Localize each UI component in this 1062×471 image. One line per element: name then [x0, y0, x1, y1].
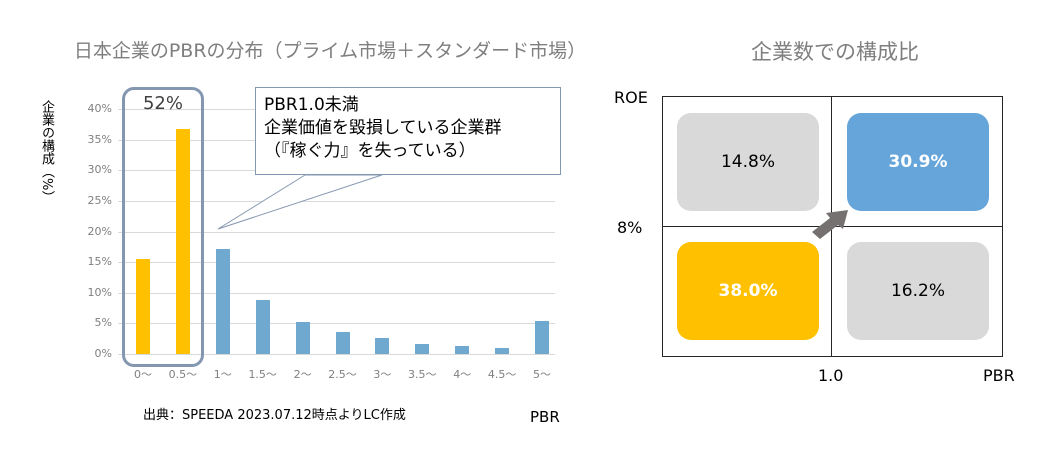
y-tick-label: 35% — [87, 132, 112, 146]
x-tick-label: 5〜 — [533, 368, 551, 381]
bar — [335, 331, 350, 354]
quadrant-top-right: 30.9% — [847, 113, 989, 211]
quadrant-bottom-right: 16.2% — [847, 242, 989, 340]
left-chart-title: 日本企業のPBRの分布（プライム市場＋スタンダード市場） — [73, 40, 587, 62]
x-tick-label: 2.5〜 — [328, 368, 357, 381]
y-tick-label: 10% — [87, 285, 112, 299]
x-tick-label: 0〜 — [134, 368, 152, 381]
bar — [535, 320, 549, 354]
gridline — [118, 200, 555, 202]
y-tick-label: 20% — [87, 224, 112, 238]
bar — [175, 129, 190, 354]
bar — [455, 346, 470, 354]
gridline — [118, 231, 555, 233]
pbr-axis-label: PBR — [983, 366, 1015, 385]
x-tick-label: 3〜 — [373, 368, 392, 381]
bar — [255, 300, 270, 354]
y-tick-label: 30% — [87, 163, 112, 177]
highlight-box — [122, 87, 204, 367]
callout-line-2: 企業価値を毀損している企業群 — [264, 118, 502, 138]
quadrant-top-left: 14.8% — [677, 113, 819, 211]
x-tick-label: 0.5〜 — [168, 368, 198, 381]
x-tick-label: 3.5〜 — [408, 368, 437, 381]
roe-axis-label: ROE — [614, 88, 648, 107]
gridline — [118, 292, 555, 294]
highlight-label: 52% — [142, 93, 183, 114]
x-tick-label: 4.5〜 — [487, 368, 517, 381]
y-axis-label: 企業の構成（%） — [39, 100, 54, 204]
quadrant-bottom-left: 38.0% — [677, 242, 819, 340]
bar — [136, 259, 150, 354]
bar — [295, 322, 310, 354]
x-tick-label: 2〜 — [293, 368, 312, 381]
callout-line-1: PBR1.0未満 — [264, 95, 359, 115]
bar — [215, 249, 230, 354]
improvement-arrow-icon — [812, 210, 848, 239]
y-tick-label: 25% — [87, 193, 112, 207]
source-note: 出典：SPEEDA 2023.07.12時点よりLC作成 — [143, 408, 406, 423]
roe-threshold-label: 8% — [617, 218, 643, 237]
gridline — [118, 354, 555, 355]
x-axis-label: PBR — [530, 408, 560, 426]
y-tick-label: 5% — [94, 316, 112, 330]
gridline — [118, 323, 555, 325]
bar — [415, 344, 430, 354]
bar — [375, 338, 390, 354]
callout-line-3: （『稼ぐ力』を失っている） — [264, 141, 476, 161]
x-tick-label: 4〜 — [453, 368, 472, 381]
callout-pointer — [217, 174, 383, 230]
callout-box: PBR1.0未満 企業価値を毀損している企業群 （『稼ぐ力』を失っている） — [255, 87, 561, 175]
y-tick-label: 15% — [87, 255, 112, 269]
bar — [495, 347, 510, 354]
gridline — [118, 262, 555, 264]
x-tick-label: 1.5〜 — [248, 368, 277, 381]
y-tick-label: 0% — [94, 347, 112, 360]
y-tick-label: 40% — [87, 102, 112, 115]
right-chart-title: 企業数での構成比 — [751, 40, 919, 64]
pbr-threshold-label: 1.0 — [818, 366, 844, 385]
x-tick-label: 1〜 — [213, 368, 232, 381]
